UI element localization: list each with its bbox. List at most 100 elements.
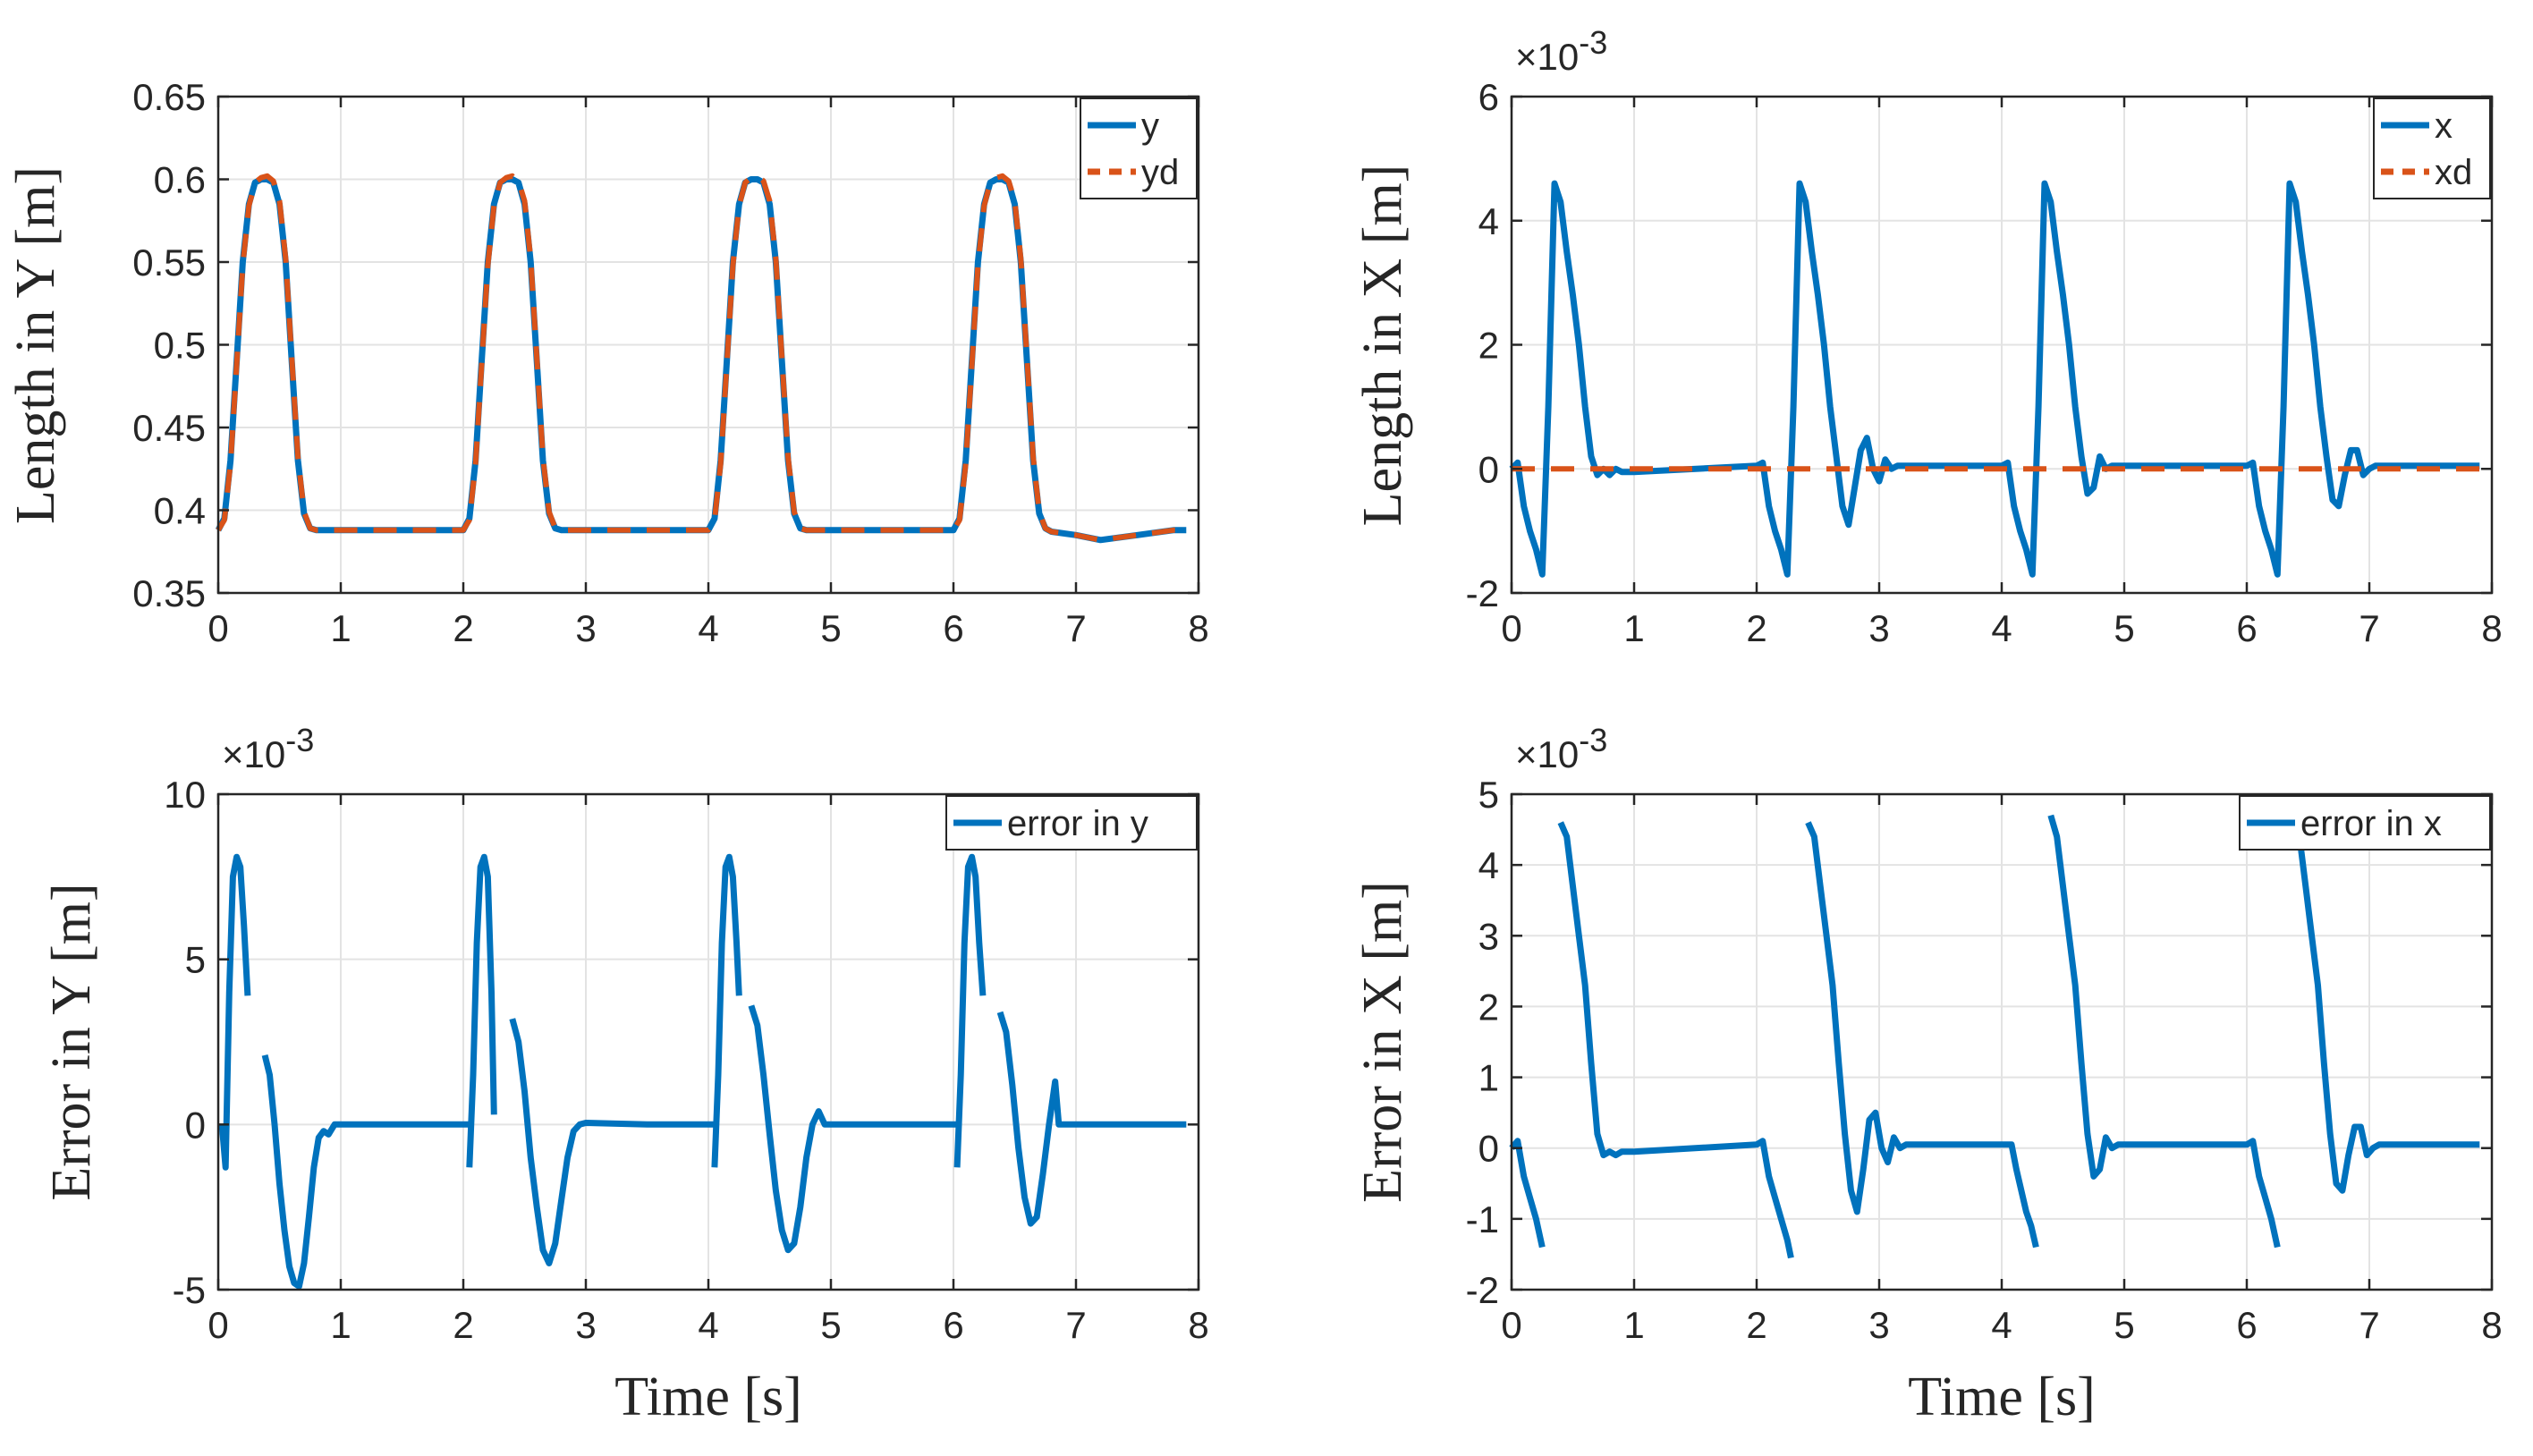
x-tick-label: 0 — [1501, 607, 1521, 649]
legend-box — [2373, 97, 2491, 199]
x-tick-label: 3 — [575, 607, 596, 649]
x-tick-label: 3 — [1868, 607, 1889, 649]
x-tick-label: 1 — [330, 1304, 351, 1346]
exponent-value: -3 — [285, 722, 314, 758]
exponent-base: ×10 — [1515, 733, 1579, 775]
x-tick-label: 6 — [2236, 607, 2257, 649]
series-line-error-in-y — [953, 853, 987, 1168]
panel-length-y: 0 1 2 3 4 5 6 7 8 0.35 0.4 0.45 0.5 0.55 0.6 0.65 Length… — [5, 76, 1209, 649]
x-tick-label: 8 — [1188, 607, 1208, 649]
legend-label: x — [2435, 106, 2453, 146]
series-line-error-in-x — [1805, 821, 2039, 1249]
legend-label: yd — [1141, 153, 1179, 192]
x-tick-label: 4 — [698, 607, 718, 649]
x-tick-label: 3 — [1868, 1304, 1889, 1346]
exponent-label: ×10-3 — [1515, 24, 1607, 78]
y-axis-label: Error in X [m] — [1352, 881, 1413, 1203]
y-tick-label: -2 — [1466, 1269, 1499, 1311]
y-tick-label: 5 — [1478, 774, 1499, 816]
x-tick-label: 0 — [208, 1304, 228, 1346]
y-axis-label: Length in Y [m] — [5, 166, 66, 524]
x-tick-label: 1 — [1623, 607, 1644, 649]
legend-label: y — [1141, 106, 1159, 146]
y-tick-label: 3 — [1478, 915, 1499, 957]
x-tick-label: 1 — [330, 607, 351, 649]
exponent-label: ×10-3 — [1515, 722, 1607, 775]
series-line-error-in-y — [996, 1011, 1187, 1227]
y-tick-label: 0.6 — [154, 159, 206, 201]
x-tick-label: 2 — [453, 607, 473, 649]
exponent-base: ×10 — [222, 733, 285, 775]
x-tick-label: 5 — [2114, 1304, 2134, 1346]
y-tick-label: -5 — [173, 1269, 206, 1311]
series-line-x — [1509, 180, 2480, 578]
x-axis-label: Time [s] — [1908, 1367, 2096, 1427]
series-line-error-in-y — [748, 1004, 958, 1254]
legend-box — [1080, 97, 1198, 199]
y-tick-label: 0.55 — [132, 241, 206, 284]
x-tick-label: 7 — [1065, 1304, 1086, 1346]
y-tick-label: 0 — [1478, 1128, 1499, 1170]
y-tick-label: 0.5 — [154, 325, 206, 367]
y-tick-label: 5 — [185, 939, 206, 981]
x-tick-label: 5 — [820, 1304, 841, 1346]
x-tick-label: 7 — [2359, 1304, 2379, 1346]
y-tick-label: 0.35 — [132, 572, 206, 614]
legend: x xd — [2373, 97, 2491, 199]
x-tick-label: 4 — [698, 1304, 718, 1346]
series-line-error-in-y — [261, 1054, 470, 1290]
x-tick-label: 6 — [943, 1304, 963, 1346]
exponent-label: ×10-3 — [222, 722, 314, 775]
x-tick-label: 8 — [2481, 607, 2502, 649]
x-tick-label: 7 — [2359, 607, 2379, 649]
x-tick-label: 6 — [2236, 1304, 2257, 1346]
x-tick-label: 2 — [1746, 607, 1766, 649]
x-tick-label: 2 — [1746, 1304, 1766, 1346]
x-tick-label: 1 — [1623, 1304, 1644, 1346]
y-axis-label: Error in Y [m] — [41, 883, 102, 1200]
y-tick-label: 0 — [185, 1104, 206, 1146]
x-tick-label: 2 — [453, 1304, 473, 1346]
y-tick-label: -1 — [1466, 1198, 1499, 1240]
y-tick-label: 4 — [1478, 844, 1499, 886]
y-tick-label: 1 — [1478, 1057, 1499, 1099]
y-tick-label: 2 — [1478, 325, 1499, 367]
exponent-value: -3 — [1579, 24, 1607, 61]
x-tick-label: 7 — [1065, 607, 1086, 649]
x-tick-label: 8 — [1188, 1304, 1208, 1346]
y-axis-label: Length in X [m] — [1352, 165, 1413, 527]
legend-label: error in y — [1007, 804, 1148, 843]
legend: y yd — [1080, 97, 1198, 199]
series-line-error-in-x — [2047, 814, 2281, 1249]
y-tick-label: 0.65 — [132, 76, 206, 118]
y-tick-label: 0.45 — [132, 407, 206, 449]
x-tick-label: 8 — [2481, 1304, 2502, 1346]
panel-error-x: 0 1 2 3 4 5 6 7 8 -2 -1 0 1 2 3 4 5 ×10-3 Error in X [m] Ti… — [1352, 722, 2503, 1427]
legend: error in x — [2239, 795, 2491, 851]
series-line-error-in-y — [466, 853, 497, 1168]
series-line-yd — [216, 173, 1187, 543]
x-tick-label: 0 — [208, 607, 228, 649]
x-tick-label: 5 — [2114, 607, 2134, 649]
y-tick-label: 0 — [1478, 448, 1499, 490]
exponent-base: ×10 — [1515, 36, 1579, 78]
x-tick-label: 6 — [943, 607, 963, 649]
x-tick-label: 4 — [1991, 607, 2012, 649]
series-line-error-in-x — [1557, 821, 1794, 1259]
legend-label: error in x — [2300, 804, 2442, 843]
series-line-error-in-y — [711, 853, 742, 1168]
series-line-error-in-x — [2290, 814, 2480, 1194]
legend: error in y — [945, 795, 1198, 851]
x-axis-label: Time [s] — [614, 1367, 802, 1427]
series-line-error-in-y — [218, 853, 251, 1171]
x-tick-label: 0 — [1501, 1304, 1521, 1346]
y-tick-label: 4 — [1478, 200, 1499, 242]
exponent-value: -3 — [1579, 722, 1607, 758]
legend-label: xd — [2435, 153, 2472, 192]
y-tick-label: -2 — [1466, 572, 1499, 614]
x-tick-label: 4 — [1991, 1304, 2012, 1346]
y-tick-label: 2 — [1478, 986, 1499, 1028]
